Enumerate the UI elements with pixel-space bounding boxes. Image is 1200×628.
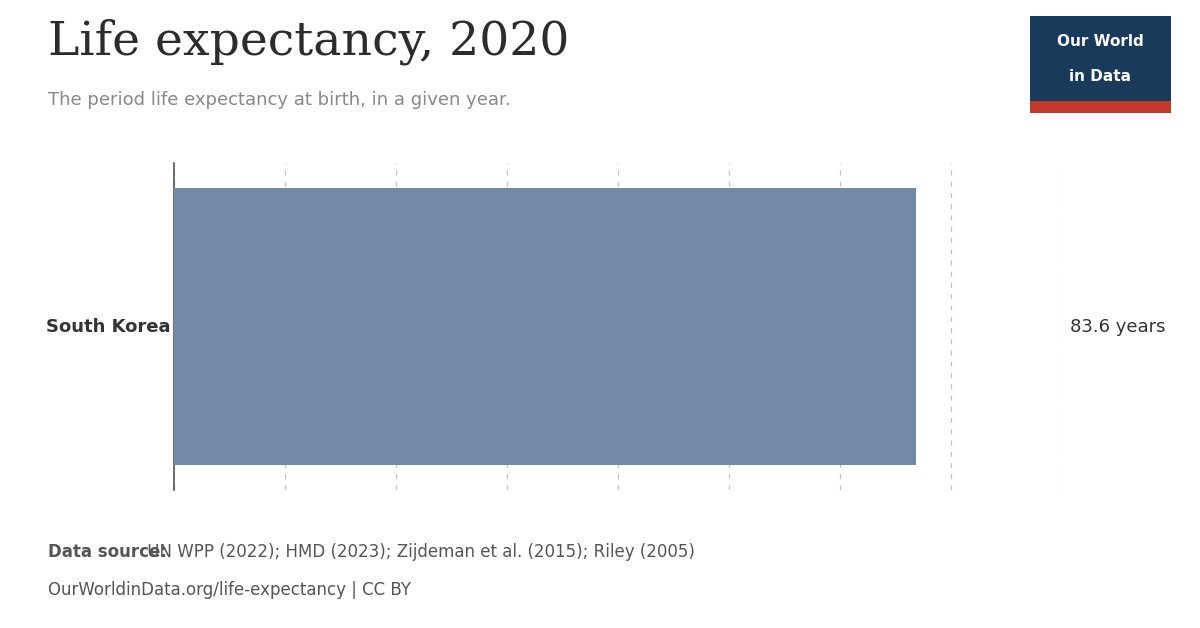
Text: OurWorldinData.org/life-expectancy | CC BY: OurWorldinData.org/life-expectancy | CC … <box>48 581 410 599</box>
Text: Data source:: Data source: <box>48 543 167 561</box>
Text: 83.6 years: 83.6 years <box>1070 318 1166 335</box>
Text: UN WPP (2022); HMD (2023); Zijdeman et al. (2015); Riley (2005): UN WPP (2022); HMD (2023); Zijdeman et a… <box>142 543 695 561</box>
Text: Life expectancy, 2020: Life expectancy, 2020 <box>48 19 569 65</box>
Text: South Korea: South Korea <box>46 318 170 335</box>
Bar <box>174 188 917 465</box>
Text: Our World: Our World <box>1057 35 1144 50</box>
Text: in Data: in Data <box>1069 68 1132 84</box>
Text: The period life expectancy at birth, in a given year.: The period life expectancy at birth, in … <box>48 91 511 109</box>
